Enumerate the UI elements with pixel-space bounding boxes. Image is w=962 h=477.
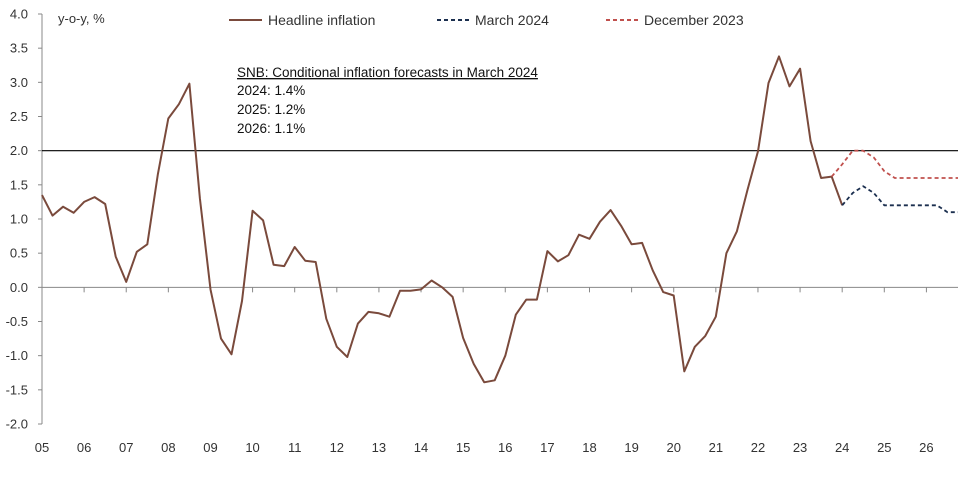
y-tick-label: -1.5: [6, 382, 28, 397]
x-tick-label: 14: [414, 440, 428, 455]
x-tick-label: 15: [456, 440, 470, 455]
y-tick-label: 3.0: [10, 75, 28, 90]
series-line-march2024: [841, 185, 958, 214]
x-tick-labels: 05 06 07 08 09 10 11 12 13 14 15 16 17 18 19 20 21 22 23 24…: [35, 287, 934, 455]
y-tick-label: -0.5: [6, 314, 28, 329]
x-tick-label: 12: [330, 440, 344, 455]
x-tick-label: 09: [203, 440, 217, 455]
x-tick-label: 10: [245, 440, 259, 455]
x-tick-label: 16: [498, 440, 512, 455]
y-tick-label: 0.0: [10, 280, 28, 295]
legend-label-december-2023: December 2023: [644, 12, 744, 28]
x-tick-label: 26: [919, 440, 933, 455]
y-tick-label: 1.5: [10, 177, 28, 192]
x-tick-label: 13: [372, 440, 386, 455]
y-tick-label: 0.5: [10, 246, 28, 261]
x-tick-label: 07: [119, 440, 133, 455]
legend-label-headline: Headline inflation: [268, 12, 375, 28]
y-tick-label: 1.0: [10, 212, 28, 227]
annotation-line-2025: 2025: 1.2%: [237, 102, 305, 117]
series-line-december2023: [831, 149, 958, 179]
series-line-headline: [41, 55, 844, 384]
y-tick-label: -2.0: [6, 417, 28, 432]
y-tick-label: 3.5: [10, 41, 28, 56]
y-tick-label: 4.0: [10, 7, 28, 22]
x-tick-label: 19: [624, 440, 638, 455]
x-tick-label: 24: [835, 440, 849, 455]
x-tick-label: 17: [540, 440, 554, 455]
x-tick-label: 06: [77, 440, 91, 455]
x-tick-label: 22: [751, 440, 765, 455]
y-tick-labels: 4.0 3.5 3.0 2.5 2.0 1.5 1.0 0.5 0.0 -0.5 -1.0 -1.5 -…: [6, 7, 42, 432]
annotation-line-2024: 2024: 1.4%: [237, 83, 305, 98]
x-tick-label: 25: [877, 440, 891, 455]
x-tick-label: 21: [709, 440, 723, 455]
x-tick-label: 20: [666, 440, 680, 455]
y-tick-label: -1.0: [6, 348, 28, 363]
forecast-annotation: SNB: Conditional inflation forecasts in …: [237, 65, 538, 136]
x-tick-label: 23: [793, 440, 807, 455]
annotation-title: SNB: Conditional inflation forecasts in …: [237, 65, 538, 80]
series: [41, 55, 958, 384]
legend: Headline inflation March 2024 December 2…: [229, 12, 744, 28]
x-tick-label: 05: [35, 440, 49, 455]
annotation-line-2026: 2026: 1.1%: [237, 121, 305, 136]
x-tick-label: 18: [582, 440, 596, 455]
x-tick-label: 08: [161, 440, 175, 455]
x-tick-label: 11: [288, 440, 302, 455]
legend-label-march-2024: March 2024: [475, 12, 549, 28]
y-tick-label: 2.0: [10, 143, 28, 158]
y-tick-label: 2.5: [10, 109, 28, 124]
y-axis-label: y-o-y, %: [58, 11, 105, 26]
